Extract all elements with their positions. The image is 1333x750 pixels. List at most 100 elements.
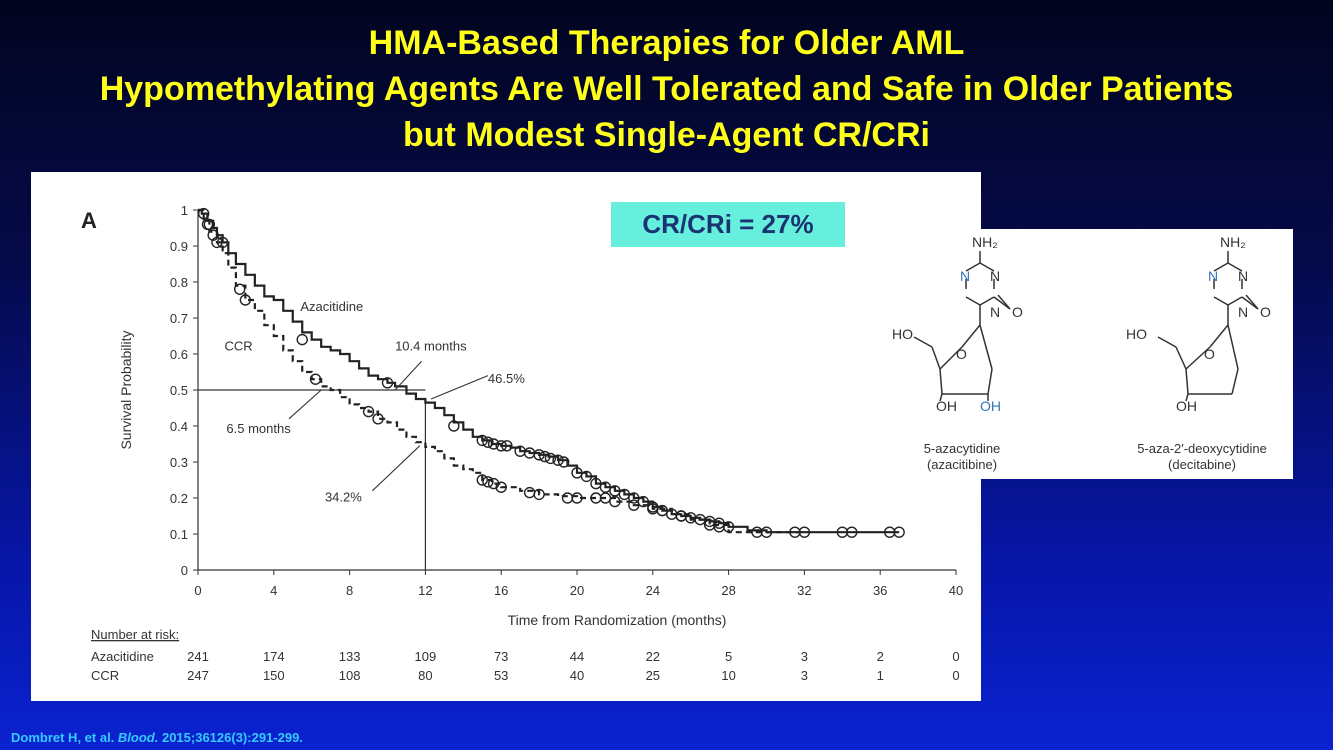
x-tick-label: 8 [346,583,353,598]
ccr-censor-mark [533,488,545,501]
survival-chart: 00.10.20.30.40.50.60.70.80.910 4 8 12 16 20 24… [81,203,963,683]
azacitidine-censor-mark [590,477,602,490]
ccr-censor-mark [656,504,668,517]
y-axis-label: Survival Probability [118,330,134,449]
risk-value: 109 [415,649,437,664]
dec-o-ring: O [1204,346,1215,362]
chart-annotation: Azacitidine [300,299,363,314]
azacitidine-censor-mark [580,470,593,483]
chart-annotation: 10.4 months [395,338,467,353]
ccr-censor-mark [233,283,246,295]
risk-row-label: CCR [91,668,119,683]
ccr-censor-mark [476,474,488,486]
chart-annotation: CCR [225,338,253,353]
y-tick-label: 0.6 [170,347,188,362]
azacitidine-censor-mark [552,454,564,466]
dec-oh-label: OH [1176,398,1197,414]
y-tick-label: 0.1 [170,527,188,542]
risk-value: 247 [187,668,209,683]
aza-o-ring: O [956,346,967,362]
risk-value: 133 [339,649,361,664]
risk-value: 174 [263,649,285,664]
y-tick-label: 0.8 [170,275,188,290]
risk-value: 25 [646,668,660,683]
ccr-censor-mark [495,481,507,493]
risk-value: 0 [952,649,959,664]
azacitidine-censor-mark [448,420,460,432]
azacitidine-censor-mark [476,434,488,447]
x-tick-label: 40 [949,583,963,598]
x-tick-label: 20 [570,583,584,598]
azacitidine-censor-mark [539,450,551,463]
azacitidine-censor-mark [487,438,500,450]
y-tick-label: 1 [181,203,188,218]
dec-n-right: N [1238,268,1248,284]
risk-table-header: Number at risk: [91,627,179,642]
x-tick-label: 36 [873,583,887,598]
azacitidine-censor-mark [381,377,394,389]
decitabine-name: 5-aza-2′-deoxycytidine [1137,441,1267,456]
azacitidine-censor-mark [296,333,308,346]
ccr-censor-mark [239,294,252,306]
ccr-censor-mark [523,486,536,499]
azacitidine-censor-mark [544,452,557,465]
azacitidine-censor-mark [558,456,570,468]
azacitidine-censor-mark [618,488,631,501]
risk-value: 241 [187,649,209,664]
x-tick-label: 32 [797,583,811,598]
risk-value: 44 [570,649,584,664]
aza-n-bottom: N [990,304,1000,320]
panel-label: A [81,208,97,233]
ccr-censor-mark [482,476,494,488]
azacitidine-censor-mark [482,436,494,448]
azacitidine-censor-mark [571,467,583,479]
y-tick-label: 0 [181,563,188,578]
azacitidine-structure [913,251,1011,402]
y-tick-label: 0.2 [170,491,188,506]
citation: Dombret H, et al. Blood. 2015;36126(3):2… [11,730,303,745]
y-tick-label: 0.3 [170,455,188,470]
decitabine-alt-name: (decitabine) [1168,457,1236,472]
y-tick-label: 0.9 [170,239,188,254]
ccr-censor-mark [561,492,574,504]
aza-n-left: N [960,268,970,284]
annotation-pointer [430,375,489,400]
chart-annotation: 34.2% [325,490,362,505]
azacitidine-censor-mark [599,481,612,493]
aza-oh-left: OH [936,398,957,414]
risk-value: 22 [646,649,660,664]
y-tick-label: 0.5 [170,383,188,398]
azacitidine-censor-mark [628,492,640,504]
aza-ho-label: HO [892,326,913,342]
azacitidine-censor-mark [495,440,507,452]
azacitidine-name: 5-azacytidine [924,441,1001,456]
aza-nh2-label: NH₂ [972,234,998,250]
y-tick-label: 0.4 [170,419,188,434]
title-line-3: but Modest Single-Agent CR/CRi [403,116,930,154]
risk-value: 1 [877,668,884,683]
azacitidine-censor-mark [533,449,545,461]
ccr-censor-mark [362,405,375,418]
risk-value: 0 [952,668,959,683]
x-tick-label: 28 [721,583,735,598]
annotation-pointer [371,445,421,492]
azacitidine-censor-mark [501,440,513,452]
citation-journal: Blood. [117,730,159,745]
risk-value: 3 [801,668,808,683]
x-tick-label: 0 [194,583,201,598]
risk-value: 150 [263,668,285,683]
chemical-structures: NH₂ N N N O O HO OH OH 5-azacytidine (az… [892,234,1271,472]
azacitidine-censor-mark [609,485,621,497]
ccr-censor-mark [201,218,214,231]
annotation-pointer [394,360,423,391]
risk-row-label: Azacitidine [91,649,154,664]
x-tick-label: 16 [494,583,508,598]
chemical-structures-panel: NH₂ N N N O O HO OH OH 5-azacytidine (az… [880,229,1293,479]
ccr-censor-mark [713,521,725,533]
title-line-2: Hypomethylating Agents Are Well Tolerate… [99,70,1234,108]
x-axis-label: Time from Randomization (months) [508,612,727,628]
risk-value: 40 [570,668,584,683]
risk-value: 5 [725,649,732,664]
aza-oh-right: OH [980,398,1001,414]
dec-ho-label: HO [1126,326,1147,342]
